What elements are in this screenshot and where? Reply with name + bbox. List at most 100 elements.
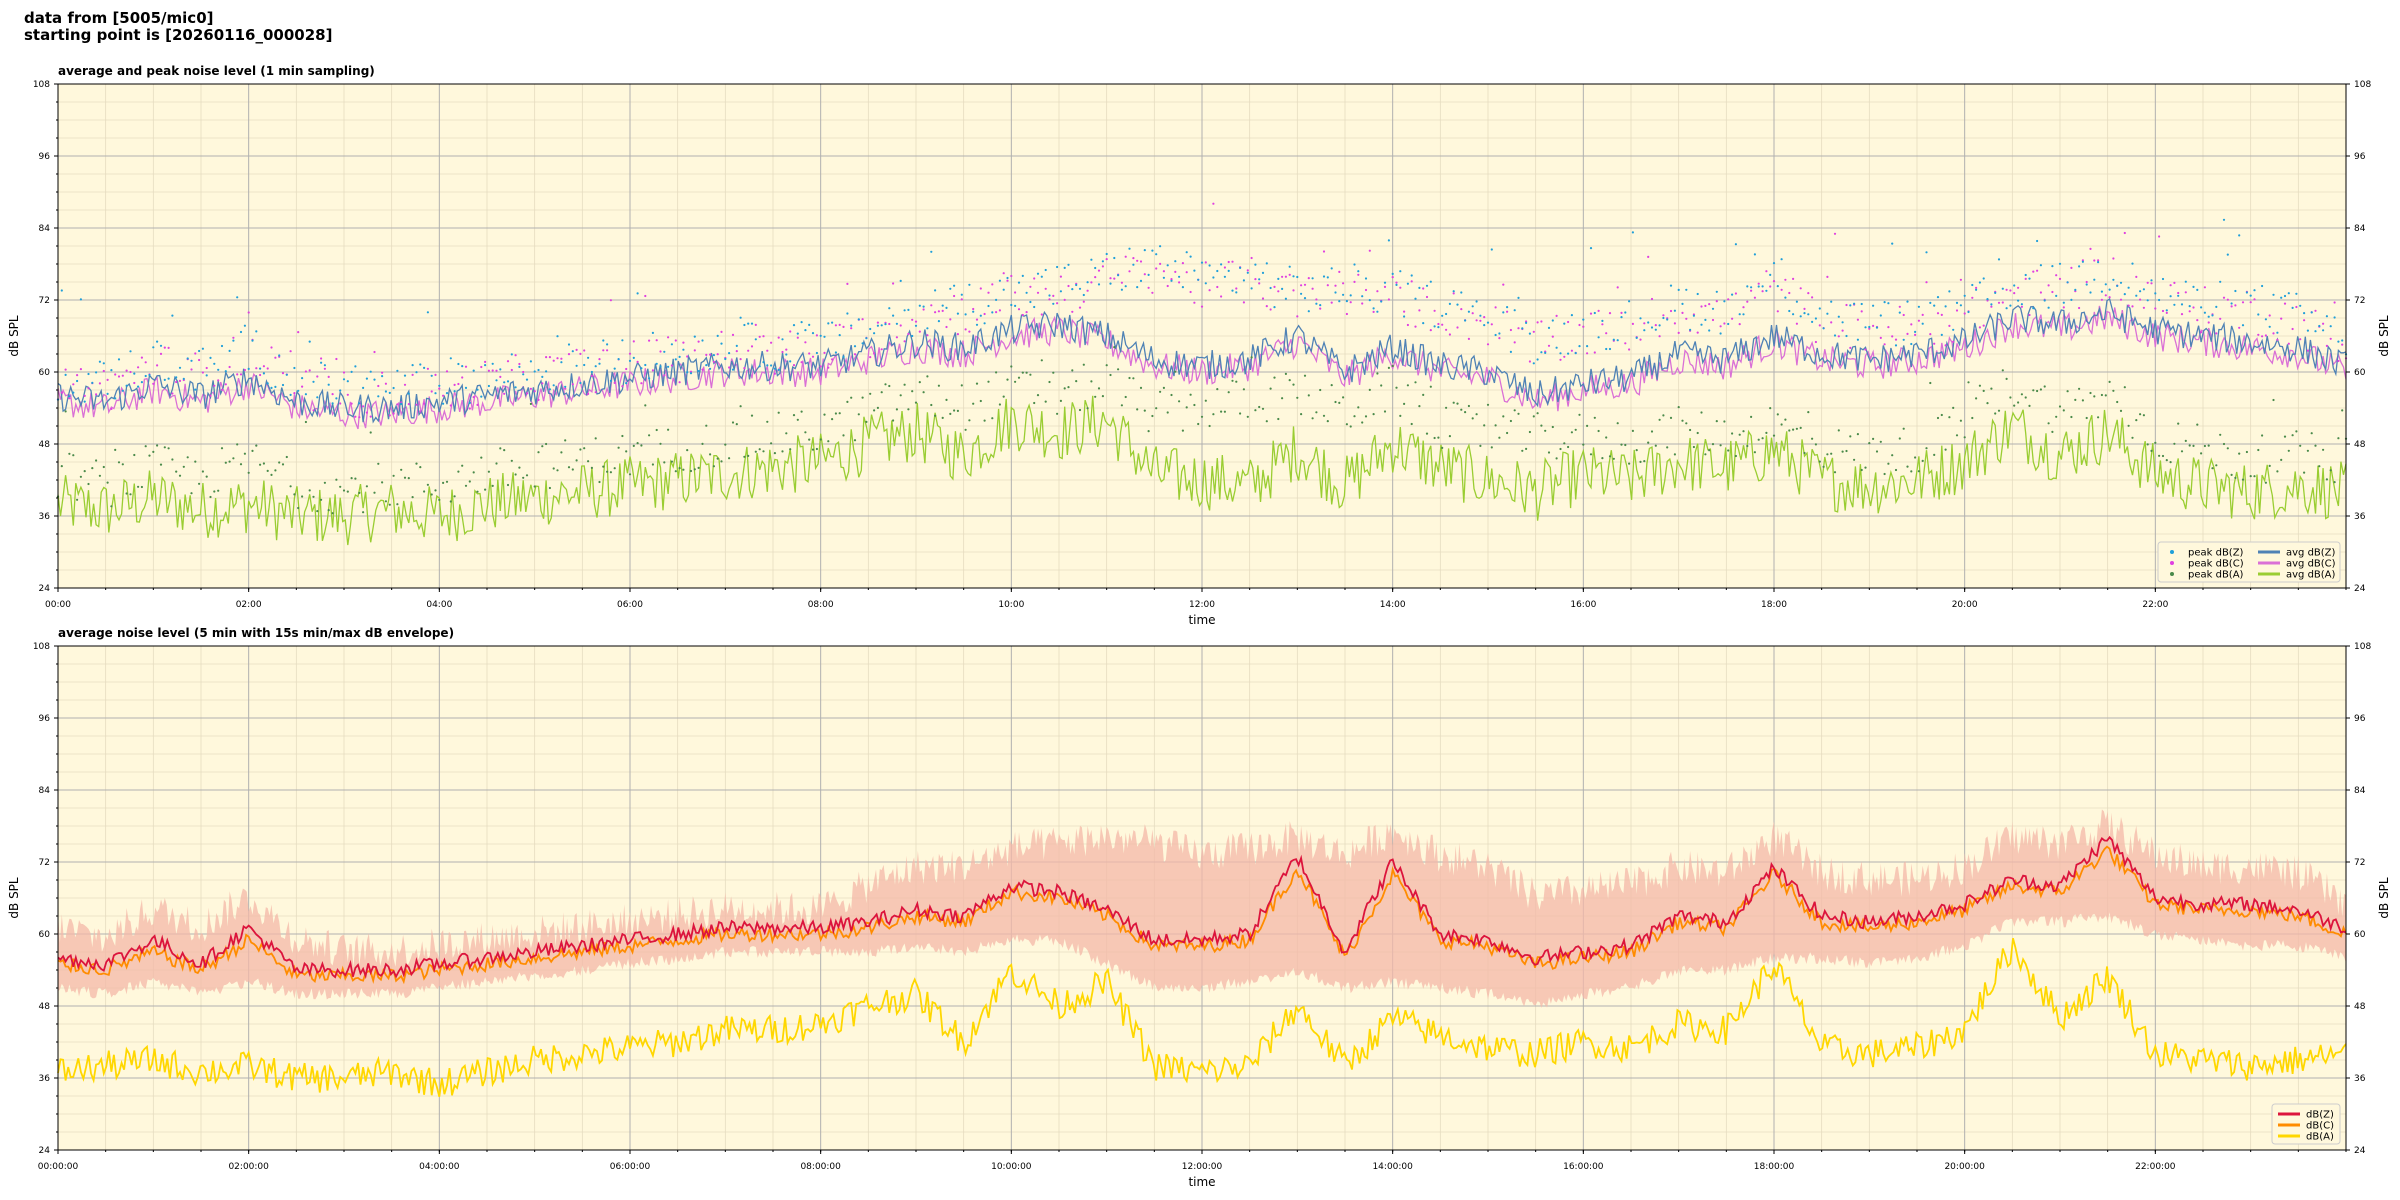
data-point — [480, 395, 483, 398]
data-point — [606, 470, 609, 473]
y-axis-label-left: dB SPL — [7, 315, 21, 357]
data-point — [2112, 389, 2115, 392]
data-point — [1761, 290, 1764, 293]
data-point — [1403, 310, 1406, 313]
data-point — [1464, 319, 1467, 322]
data-point — [1212, 202, 1215, 205]
data-point — [1723, 300, 1726, 303]
series-peak-db-a — [56, 346, 2348, 515]
data-point — [1433, 325, 1436, 328]
data-point — [1997, 409, 2001, 412]
data-point — [2180, 313, 2184, 316]
data-point — [106, 392, 109, 395]
data-point — [2180, 303, 2184, 306]
data-point — [156, 444, 159, 447]
data-point — [964, 313, 967, 316]
data-point — [2158, 235, 2161, 238]
data-point — [1506, 431, 1509, 435]
data-point — [1006, 279, 1009, 282]
data-point — [1059, 399, 1062, 402]
data-point — [1364, 277, 1368, 280]
data-point — [670, 364, 674, 367]
data-point — [1319, 304, 1322, 307]
data-point — [842, 434, 845, 437]
data-point — [1586, 424, 1589, 427]
data-point — [1025, 291, 1028, 294]
data-point — [2066, 281, 2069, 284]
data-point — [960, 298, 963, 301]
data-point — [1227, 391, 1230, 394]
data-point — [964, 328, 967, 331]
data-point — [1399, 414, 1402, 417]
data-point — [1559, 352, 1562, 355]
data-point — [1349, 301, 1352, 304]
x-tick-label: 10:00 — [998, 600, 1024, 610]
data-point — [2329, 325, 2332, 328]
data-point — [1441, 314, 1444, 317]
data-point — [464, 365, 468, 368]
data-point — [2188, 305, 2191, 308]
data-point — [1044, 287, 1047, 290]
data-point — [392, 386, 395, 390]
data-point — [873, 332, 876, 335]
data-point — [1460, 308, 1463, 311]
data-point — [255, 367, 258, 370]
data-point — [1227, 269, 1230, 272]
data-point — [2303, 312, 2306, 315]
data-point — [2200, 452, 2203, 455]
data-point — [2032, 270, 2035, 273]
data-point — [2203, 286, 2206, 289]
data-point — [1124, 285, 1127, 288]
data-point — [449, 500, 452, 503]
data-point — [1136, 286, 1139, 289]
data-point — [445, 392, 449, 395]
data-point — [117, 461, 121, 464]
data-point — [1692, 314, 1695, 317]
data-point — [426, 311, 429, 314]
data-point — [1601, 323, 1604, 326]
data-point — [1197, 422, 1200, 426]
data-point — [426, 367, 429, 370]
data-point — [1181, 429, 1184, 432]
data-point — [331, 512, 334, 515]
data-point — [102, 465, 105, 469]
data-point — [259, 373, 262, 377]
data-point — [1063, 387, 1066, 390]
data-point — [2245, 291, 2248, 294]
data-point — [815, 447, 819, 451]
data-point — [1261, 271, 1265, 274]
data-point — [1841, 321, 1844, 324]
data-point — [2291, 327, 2294, 331]
data-point — [2169, 295, 2172, 298]
data-point — [2173, 303, 2176, 306]
data-point — [186, 357, 189, 360]
data-point — [1830, 321, 1833, 324]
data-point — [1303, 297, 1307, 300]
data-point — [1616, 339, 1619, 342]
data-point — [1387, 366, 1390, 369]
data-point — [358, 402, 361, 405]
data-point — [335, 478, 338, 481]
data-point — [1490, 248, 1493, 251]
data-point — [625, 382, 628, 385]
data-point — [918, 381, 921, 384]
data-point — [2261, 335, 2264, 338]
data-point — [156, 364, 159, 367]
data-point — [2238, 452, 2241, 455]
data-point — [1948, 290, 1951, 293]
data-point — [239, 463, 243, 466]
data-point — [1536, 321, 1539, 324]
data-point — [907, 408, 910, 411]
y-tick-label-right: 60 — [2354, 930, 2366, 940]
data-point — [632, 356, 635, 359]
data-point — [598, 480, 601, 484]
data-point — [834, 324, 838, 327]
data-point — [1090, 281, 1093, 284]
data-point — [133, 381, 136, 385]
data-point — [533, 485, 536, 488]
data-point — [2161, 277, 2165, 281]
data-point — [1216, 388, 1219, 391]
data-point — [1788, 309, 1791, 313]
data-point — [834, 412, 838, 415]
data-point — [823, 413, 826, 416]
